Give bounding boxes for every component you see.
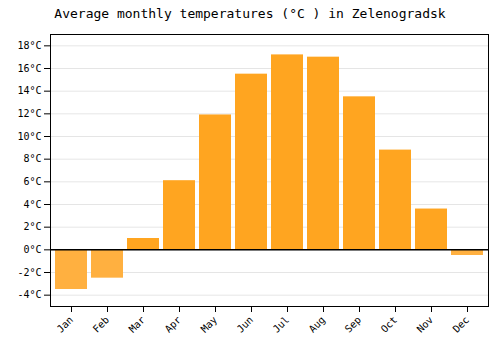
svg-text:May: May bbox=[199, 314, 220, 335]
svg-text:Aug: Aug bbox=[307, 314, 328, 335]
svg-text:Oct: Oct bbox=[379, 314, 400, 335]
svg-text:Mar: Mar bbox=[127, 314, 148, 335]
svg-text:Jul: Jul bbox=[271, 314, 292, 335]
svg-text:16°C: 16°C bbox=[17, 63, 41, 74]
svg-text:Apr: Apr bbox=[163, 314, 184, 335]
svg-text:8°C: 8°C bbox=[23, 153, 41, 164]
svg-text:0°C: 0°C bbox=[23, 244, 41, 255]
svg-text:6°C: 6°C bbox=[23, 176, 41, 187]
svg-text:-4°C: -4°C bbox=[17, 289, 41, 300]
svg-text:Nov: Nov bbox=[415, 314, 436, 335]
svg-text:Jun: Jun bbox=[235, 314, 256, 335]
svg-text:10°C: 10°C bbox=[17, 131, 41, 142]
svg-text:14°C: 14°C bbox=[17, 85, 41, 96]
html-text:Average monthly temperatures (: Average monthly temperatures (°C ) in Ze… bbox=[54, 6, 446, 21]
svg-text:12°C: 12°C bbox=[17, 108, 41, 119]
svg-text:-2°C: -2°C bbox=[17, 267, 41, 278]
svg-text:Feb: Feb bbox=[91, 314, 112, 335]
svg-text:Dec: Dec bbox=[451, 314, 472, 335]
svg-text:4°C: 4°C bbox=[23, 199, 41, 210]
svg-text:2°C: 2°C bbox=[23, 221, 41, 232]
svg-text:18°C: 18°C bbox=[17, 40, 41, 51]
svg-text:Jan: Jan bbox=[55, 314, 76, 335]
svg-text:Sep: Sep bbox=[343, 314, 364, 335]
